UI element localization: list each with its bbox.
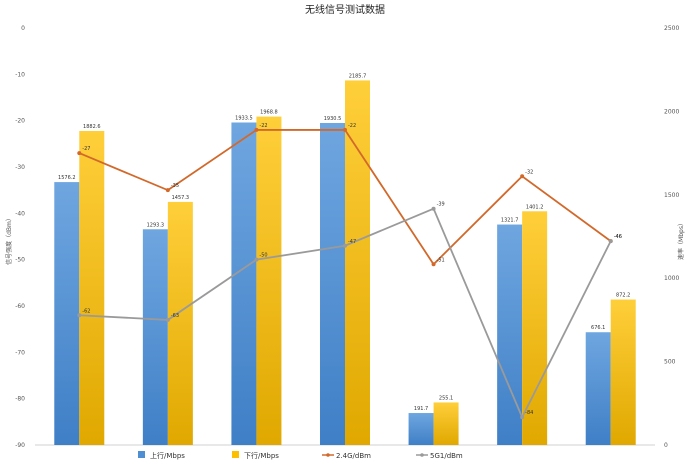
- bar-data-label: 1321.7: [501, 218, 519, 224]
- left-tick-label: -50: [15, 257, 25, 264]
- chart-legend: 上行/Mbps 下行/Mbps 2.4G/dBm 5G1/dBm: [138, 451, 463, 460]
- line-data-label: -50: [259, 253, 267, 259]
- line-point: [431, 206, 436, 211]
- bar-download: [610, 299, 636, 445]
- bar-data-label: 1882.6: [83, 124, 101, 130]
- bar-download: [522, 211, 548, 445]
- line-point: [343, 127, 347, 132]
- bar-data-label: 1401.2: [526, 204, 544, 210]
- left-tick-label: -60: [15, 303, 25, 310]
- line-point: [520, 174, 525, 179]
- right-tick-label: 1500: [664, 192, 679, 199]
- line-data-label: -35: [171, 183, 179, 189]
- bar-series-group: 1576.2 1293.3 1933.5 1930.5 191.7 1321.7 676.1…: [54, 73, 636, 446]
- right-axis-title: 速率（Mbps）: [677, 220, 685, 260]
- legend-label: 2.4G/dBm: [336, 452, 371, 460]
- left-tick-label: -40: [15, 210, 25, 217]
- line-point: [165, 317, 170, 322]
- right-tick-label: 0: [664, 442, 668, 449]
- right-axis-ticks: 0 500 1000 1500 2000 2500: [664, 25, 679, 449]
- legend-swatch: [138, 451, 145, 458]
- line-point: [254, 127, 259, 132]
- line-data-label: -62: [82, 308, 90, 314]
- left-tick-label: -90: [15, 442, 25, 449]
- line-data-label: -32: [525, 169, 533, 175]
- left-tick-label: -20: [15, 118, 25, 125]
- legend-marker: [420, 453, 424, 457]
- right-tick-label: 1000: [664, 275, 679, 282]
- line-point: [77, 313, 82, 318]
- line-point: [77, 151, 82, 156]
- left-tick-label: 0: [21, 25, 25, 32]
- bar-download: [433, 402, 459, 445]
- legend-label: 上行/Mbps: [150, 451, 185, 460]
- left-tick-label: -70: [15, 349, 25, 356]
- left-tick-label: -10: [15, 71, 25, 78]
- bar-upload: [497, 224, 523, 445]
- bar-data-label: 1968.8: [260, 110, 278, 116]
- bar-data-label: 1930.5: [324, 116, 342, 122]
- right-tick-label: 2500: [664, 25, 679, 32]
- line-point: [608, 239, 613, 244]
- legend-label: 下行/Mbps: [244, 451, 279, 460]
- line-data-label: -63: [171, 313, 179, 319]
- line-data-label: -84: [525, 410, 533, 416]
- line-point: [343, 243, 347, 248]
- line-point: [165, 188, 170, 193]
- line-data-label: -46: [614, 234, 622, 240]
- line-data-label: -47: [348, 239, 356, 245]
- bar-data-label: 255.1: [439, 395, 453, 401]
- bar-download: [167, 201, 193, 445]
- legend-marker: [326, 453, 330, 457]
- left-tick-label: -80: [15, 396, 25, 403]
- legend-swatch: [232, 451, 239, 458]
- line-data-label: -39: [437, 202, 445, 208]
- bar-data-label: 872.2: [616, 293, 630, 299]
- line-point: [520, 415, 525, 420]
- chart-title: 无线信号测试数据: [305, 3, 385, 16]
- left-axis-ticks: 0 -10 -20 -30 -40 -50 -60 -70 -80 -90: [15, 25, 25, 449]
- left-axis-title: 信号强度（dBm）: [5, 215, 13, 265]
- line-data-label: -22: [259, 123, 267, 129]
- line-data-label: -51: [437, 257, 445, 263]
- bar-upload: [142, 229, 168, 445]
- right-tick-label: 2000: [664, 108, 679, 115]
- right-tick-label: 500: [664, 359, 676, 366]
- bar-data-label: 191.7: [414, 406, 428, 412]
- line-data-label: -46: [614, 234, 622, 240]
- line-data-label: -27: [82, 146, 90, 152]
- bar-download: [345, 80, 370, 446]
- bar-data-label: 1293.3: [147, 222, 165, 228]
- bar-upload: [231, 122, 257, 446]
- bar-data-label: 1457.3: [172, 195, 190, 201]
- line-point: [254, 257, 259, 262]
- line-series-group: -27-35-22 -22-51-32-46-62-63-50-47-39-84-…: [77, 123, 622, 420]
- bar-data-label: 1576.2: [58, 175, 76, 181]
- bar-upload: [408, 413, 434, 445]
- left-tick-label: -30: [15, 164, 25, 171]
- legend-label: 5G1/dBm: [430, 452, 463, 460]
- bar-download: [256, 116, 282, 445]
- bar-upload: [585, 332, 611, 445]
- bar-data-label: 2185.7: [349, 73, 367, 79]
- bar-download: [79, 130, 105, 446]
- bar-data-label: 1933.5: [235, 115, 253, 121]
- bar-data-label: 676.1: [591, 325, 605, 331]
- line-data-label: -22: [348, 123, 356, 129]
- bar-upload: [320, 122, 345, 445]
- line-point: [431, 262, 436, 267]
- bar-upload: [54, 182, 80, 445]
